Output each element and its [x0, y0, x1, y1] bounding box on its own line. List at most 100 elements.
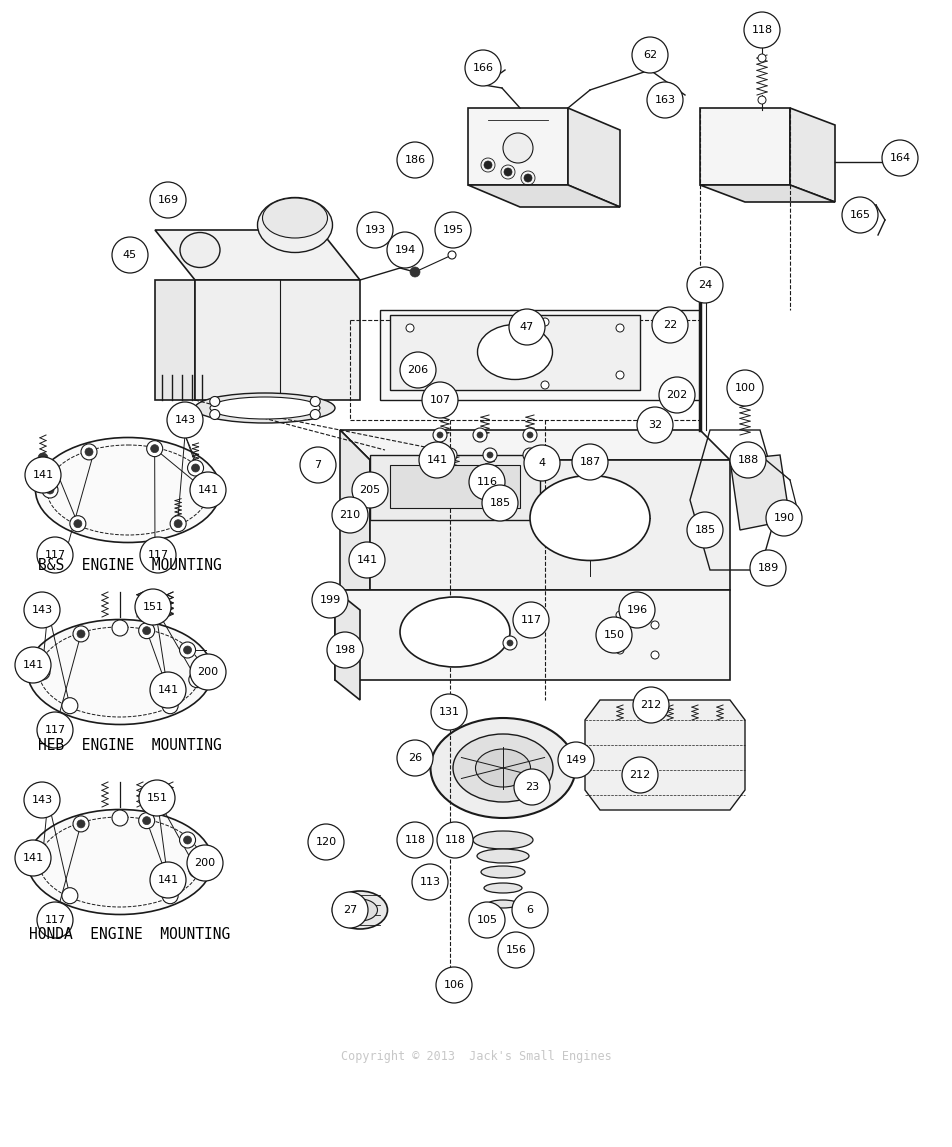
Circle shape — [411, 864, 447, 900]
Text: 150: 150 — [603, 630, 624, 640]
Circle shape — [615, 611, 624, 619]
Text: 199: 199 — [319, 595, 340, 604]
Circle shape — [179, 832, 195, 848]
Circle shape — [46, 486, 54, 494]
Text: 47: 47 — [520, 322, 533, 331]
Circle shape — [571, 444, 607, 479]
Text: B&S  ENGINE  MOUNTING: B&S ENGINE MOUNTING — [38, 557, 222, 572]
Text: 118: 118 — [750, 25, 772, 36]
Circle shape — [139, 623, 154, 639]
Ellipse shape — [35, 437, 220, 543]
Text: Copyright © 2013  Jack's Small Engines: Copyright © 2013 Jack's Small Engines — [340, 1051, 611, 1063]
Ellipse shape — [400, 596, 509, 668]
Circle shape — [149, 672, 186, 708]
Text: 188: 188 — [737, 455, 758, 465]
Polygon shape — [369, 460, 729, 590]
Circle shape — [197, 490, 212, 506]
Text: 141: 141 — [23, 853, 44, 863]
Circle shape — [139, 780, 175, 816]
Circle shape — [447, 251, 455, 259]
Circle shape — [188, 460, 204, 476]
Text: 141: 141 — [356, 555, 377, 565]
Circle shape — [757, 54, 765, 62]
Circle shape — [184, 836, 191, 844]
Text: 116: 116 — [476, 477, 497, 487]
Text: 195: 195 — [442, 225, 463, 235]
Circle shape — [24, 782, 60, 818]
Circle shape — [77, 630, 85, 638]
Circle shape — [513, 768, 549, 805]
Circle shape — [112, 237, 148, 273]
Text: 206: 206 — [407, 365, 428, 375]
Circle shape — [147, 440, 163, 457]
Circle shape — [437, 432, 443, 438]
Circle shape — [348, 543, 385, 578]
Text: 141: 141 — [23, 660, 44, 670]
Ellipse shape — [452, 734, 552, 802]
Ellipse shape — [180, 233, 220, 267]
Circle shape — [150, 445, 159, 453]
Circle shape — [465, 50, 501, 86]
Text: 164: 164 — [888, 153, 909, 163]
Circle shape — [170, 516, 186, 532]
Text: 4: 4 — [538, 458, 545, 468]
Circle shape — [184, 646, 191, 654]
Circle shape — [38, 858, 46, 866]
Text: 118: 118 — [404, 835, 426, 845]
Circle shape — [615, 370, 624, 379]
Polygon shape — [335, 590, 360, 700]
Text: 193: 193 — [364, 225, 386, 235]
Circle shape — [162, 697, 178, 713]
Circle shape — [331, 497, 367, 533]
Circle shape — [192, 866, 201, 874]
Circle shape — [189, 654, 226, 690]
Ellipse shape — [484, 883, 522, 894]
Circle shape — [77, 820, 85, 828]
Circle shape — [400, 352, 436, 388]
Text: 24: 24 — [697, 280, 711, 290]
Circle shape — [523, 428, 536, 442]
Circle shape — [24, 592, 60, 629]
Polygon shape — [380, 310, 700, 400]
Ellipse shape — [262, 198, 327, 237]
Text: 141: 141 — [32, 470, 53, 479]
Text: 151: 151 — [147, 793, 168, 803]
Circle shape — [300, 447, 336, 483]
Circle shape — [443, 448, 457, 462]
Circle shape — [209, 397, 220, 406]
Text: 141: 141 — [157, 875, 178, 885]
Circle shape — [188, 672, 205, 688]
Ellipse shape — [430, 718, 575, 818]
Circle shape — [149, 863, 186, 898]
Text: 149: 149 — [565, 755, 586, 765]
Circle shape — [430, 694, 466, 729]
Text: 143: 143 — [31, 604, 52, 615]
Text: 45: 45 — [123, 250, 137, 260]
Polygon shape — [369, 455, 540, 520]
Circle shape — [498, 933, 533, 968]
Circle shape — [842, 197, 877, 233]
Circle shape — [482, 485, 518, 521]
Polygon shape — [389, 315, 640, 390]
Circle shape — [484, 161, 491, 169]
Ellipse shape — [257, 197, 332, 252]
Circle shape — [62, 697, 78, 713]
Text: 120: 120 — [315, 837, 336, 846]
Polygon shape — [340, 430, 729, 460]
Circle shape — [619, 592, 654, 629]
Circle shape — [726, 370, 763, 406]
Text: 27: 27 — [343, 905, 357, 915]
Circle shape — [436, 967, 471, 1002]
Text: 100: 100 — [734, 383, 755, 393]
Circle shape — [387, 232, 423, 268]
Ellipse shape — [529, 476, 649, 561]
Circle shape — [409, 267, 420, 276]
Circle shape — [472, 428, 486, 442]
Polygon shape — [789, 108, 834, 202]
Circle shape — [38, 453, 48, 463]
Circle shape — [143, 626, 150, 634]
Text: 26: 26 — [407, 752, 422, 763]
Circle shape — [632, 687, 668, 723]
Circle shape — [112, 810, 128, 826]
Ellipse shape — [28, 810, 212, 914]
